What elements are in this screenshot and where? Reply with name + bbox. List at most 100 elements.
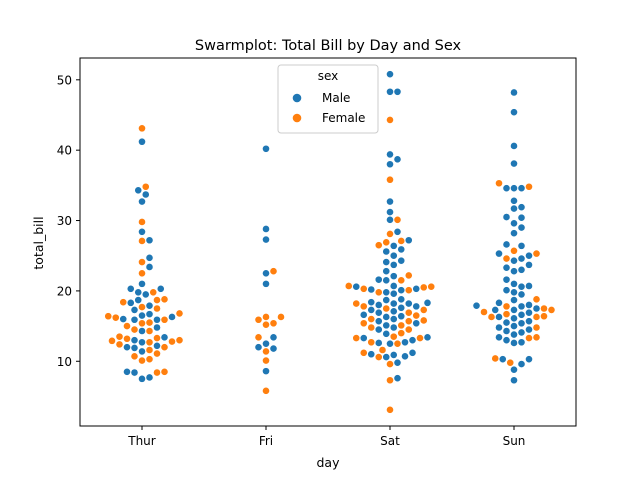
data-point-male-fri <box>254 343 263 352</box>
data-point-male-sun <box>510 330 518 339</box>
data-point-male-sat <box>408 336 417 345</box>
data-point-female-thur <box>130 352 139 361</box>
data-point-female-sat <box>419 316 428 325</box>
x-tick-label: Sat <box>380 434 400 448</box>
data-point-female-sun <box>487 313 496 321</box>
swarm-points <box>104 70 556 414</box>
data-point-female-thur <box>104 312 113 321</box>
data-point-female-thur <box>130 325 139 334</box>
data-point-male-sat <box>404 299 413 308</box>
data-point-male-sun <box>495 249 503 258</box>
data-point-male-sun <box>510 288 518 297</box>
data-point-female-thur <box>138 356 146 365</box>
data-point-female-thur <box>123 322 131 330</box>
data-point-male-sun <box>510 256 518 265</box>
data-point-female-sat <box>389 332 398 341</box>
data-point-male-sat <box>393 155 402 164</box>
data-point-male-sat <box>397 256 406 265</box>
data-point-female-sat <box>378 346 387 354</box>
x-axis-label: day <box>317 455 341 470</box>
data-point-male-thur <box>123 343 131 352</box>
legend-title: sex <box>318 69 339 83</box>
data-point-male-thur <box>141 290 150 299</box>
data-point-male-sun <box>517 241 526 250</box>
data-point-male-sun <box>502 213 511 221</box>
data-point-male-sat <box>412 302 421 311</box>
data-point-female-fri <box>277 313 285 321</box>
data-point-male-sat <box>389 282 398 290</box>
data-point-female-thur <box>153 349 161 358</box>
data-point-female-sat <box>374 241 383 250</box>
data-point-female-thur <box>108 336 116 345</box>
data-point-male-thur <box>145 310 154 319</box>
data-point-male-sun <box>517 328 526 337</box>
data-point-male-sun <box>525 317 533 326</box>
data-point-male-sun <box>525 251 533 260</box>
data-point-male-thur <box>130 343 139 352</box>
data-point-male-thur <box>130 368 139 377</box>
data-point-male-sun <box>517 290 526 299</box>
data-point-female-thur <box>138 258 146 266</box>
data-point-female-sat <box>382 304 391 313</box>
y-tick-label: 10 <box>57 355 72 369</box>
data-point-female-thur <box>115 340 124 349</box>
data-point-male-sat <box>367 350 376 359</box>
x-axis: Thur Fri Sat Sun <box>127 426 525 448</box>
y-tick-label: 50 <box>57 73 72 87</box>
data-point-female-fri <box>262 356 270 365</box>
data-point-male-sat <box>367 305 376 314</box>
y-tick-label: 30 <box>57 214 72 228</box>
data-point-female-sat <box>374 353 383 361</box>
data-point-male-sun <box>510 204 518 213</box>
data-point-male-sat <box>374 308 383 317</box>
x-tick-label: Thur <box>127 434 156 448</box>
data-point-male-fri <box>262 279 270 288</box>
legend-label-female: Female <box>322 111 365 125</box>
data-point-female-sun <box>547 305 556 314</box>
data-point-female-thur <box>160 295 169 304</box>
data-point-female-sun <box>510 246 518 255</box>
data-point-male-sat <box>359 310 368 319</box>
data-point-male-sat <box>401 338 409 347</box>
data-point-female-fri <box>254 333 263 342</box>
data-point-male-sun <box>517 265 526 274</box>
data-point-male-sun <box>502 327 511 335</box>
data-point-female-thur <box>149 288 158 297</box>
data-point-female-sat <box>367 323 376 332</box>
data-point-male-sat <box>389 272 398 281</box>
data-point-female-thur <box>145 346 154 354</box>
data-point-male-sat <box>374 275 383 284</box>
data-point-male-sun <box>495 298 503 307</box>
data-point-female-sun <box>532 333 541 342</box>
data-point-male-thur <box>134 288 143 297</box>
data-point-male-sat <box>374 325 383 334</box>
y-axis-label: total_bill <box>31 216 46 269</box>
data-point-male-sat <box>397 312 406 321</box>
data-point-male-sat <box>382 276 391 285</box>
data-point-female-sun <box>532 295 541 304</box>
data-point-male-fri <box>262 339 270 348</box>
data-point-male-sat <box>386 150 394 159</box>
data-point-female-sun <box>540 312 548 321</box>
data-point-female-thur <box>153 334 161 342</box>
data-point-male-thur <box>138 347 146 356</box>
data-point-female-fri <box>262 386 270 395</box>
data-point-female-sun <box>502 310 511 319</box>
data-point-male-sun <box>525 301 533 309</box>
data-point-female-thur <box>138 124 146 133</box>
data-point-female-sun <box>532 323 541 332</box>
data-point-female-sat <box>404 325 413 334</box>
data-point-male-sat <box>412 319 421 328</box>
data-point-female-sun <box>525 182 533 191</box>
data-point-female-fri <box>262 347 270 356</box>
data-point-male-thur <box>119 315 128 323</box>
data-point-male-sat <box>382 329 391 338</box>
data-point-female-sat <box>397 276 406 285</box>
data-point-male-sat <box>386 87 394 96</box>
data-point-female-sat <box>359 319 368 328</box>
data-point-female-fri <box>254 315 263 324</box>
data-point-male-sat <box>374 301 383 309</box>
data-point-male-thur <box>156 284 165 293</box>
data-point-male-thur <box>138 327 146 335</box>
data-point-male-thur <box>160 333 169 342</box>
